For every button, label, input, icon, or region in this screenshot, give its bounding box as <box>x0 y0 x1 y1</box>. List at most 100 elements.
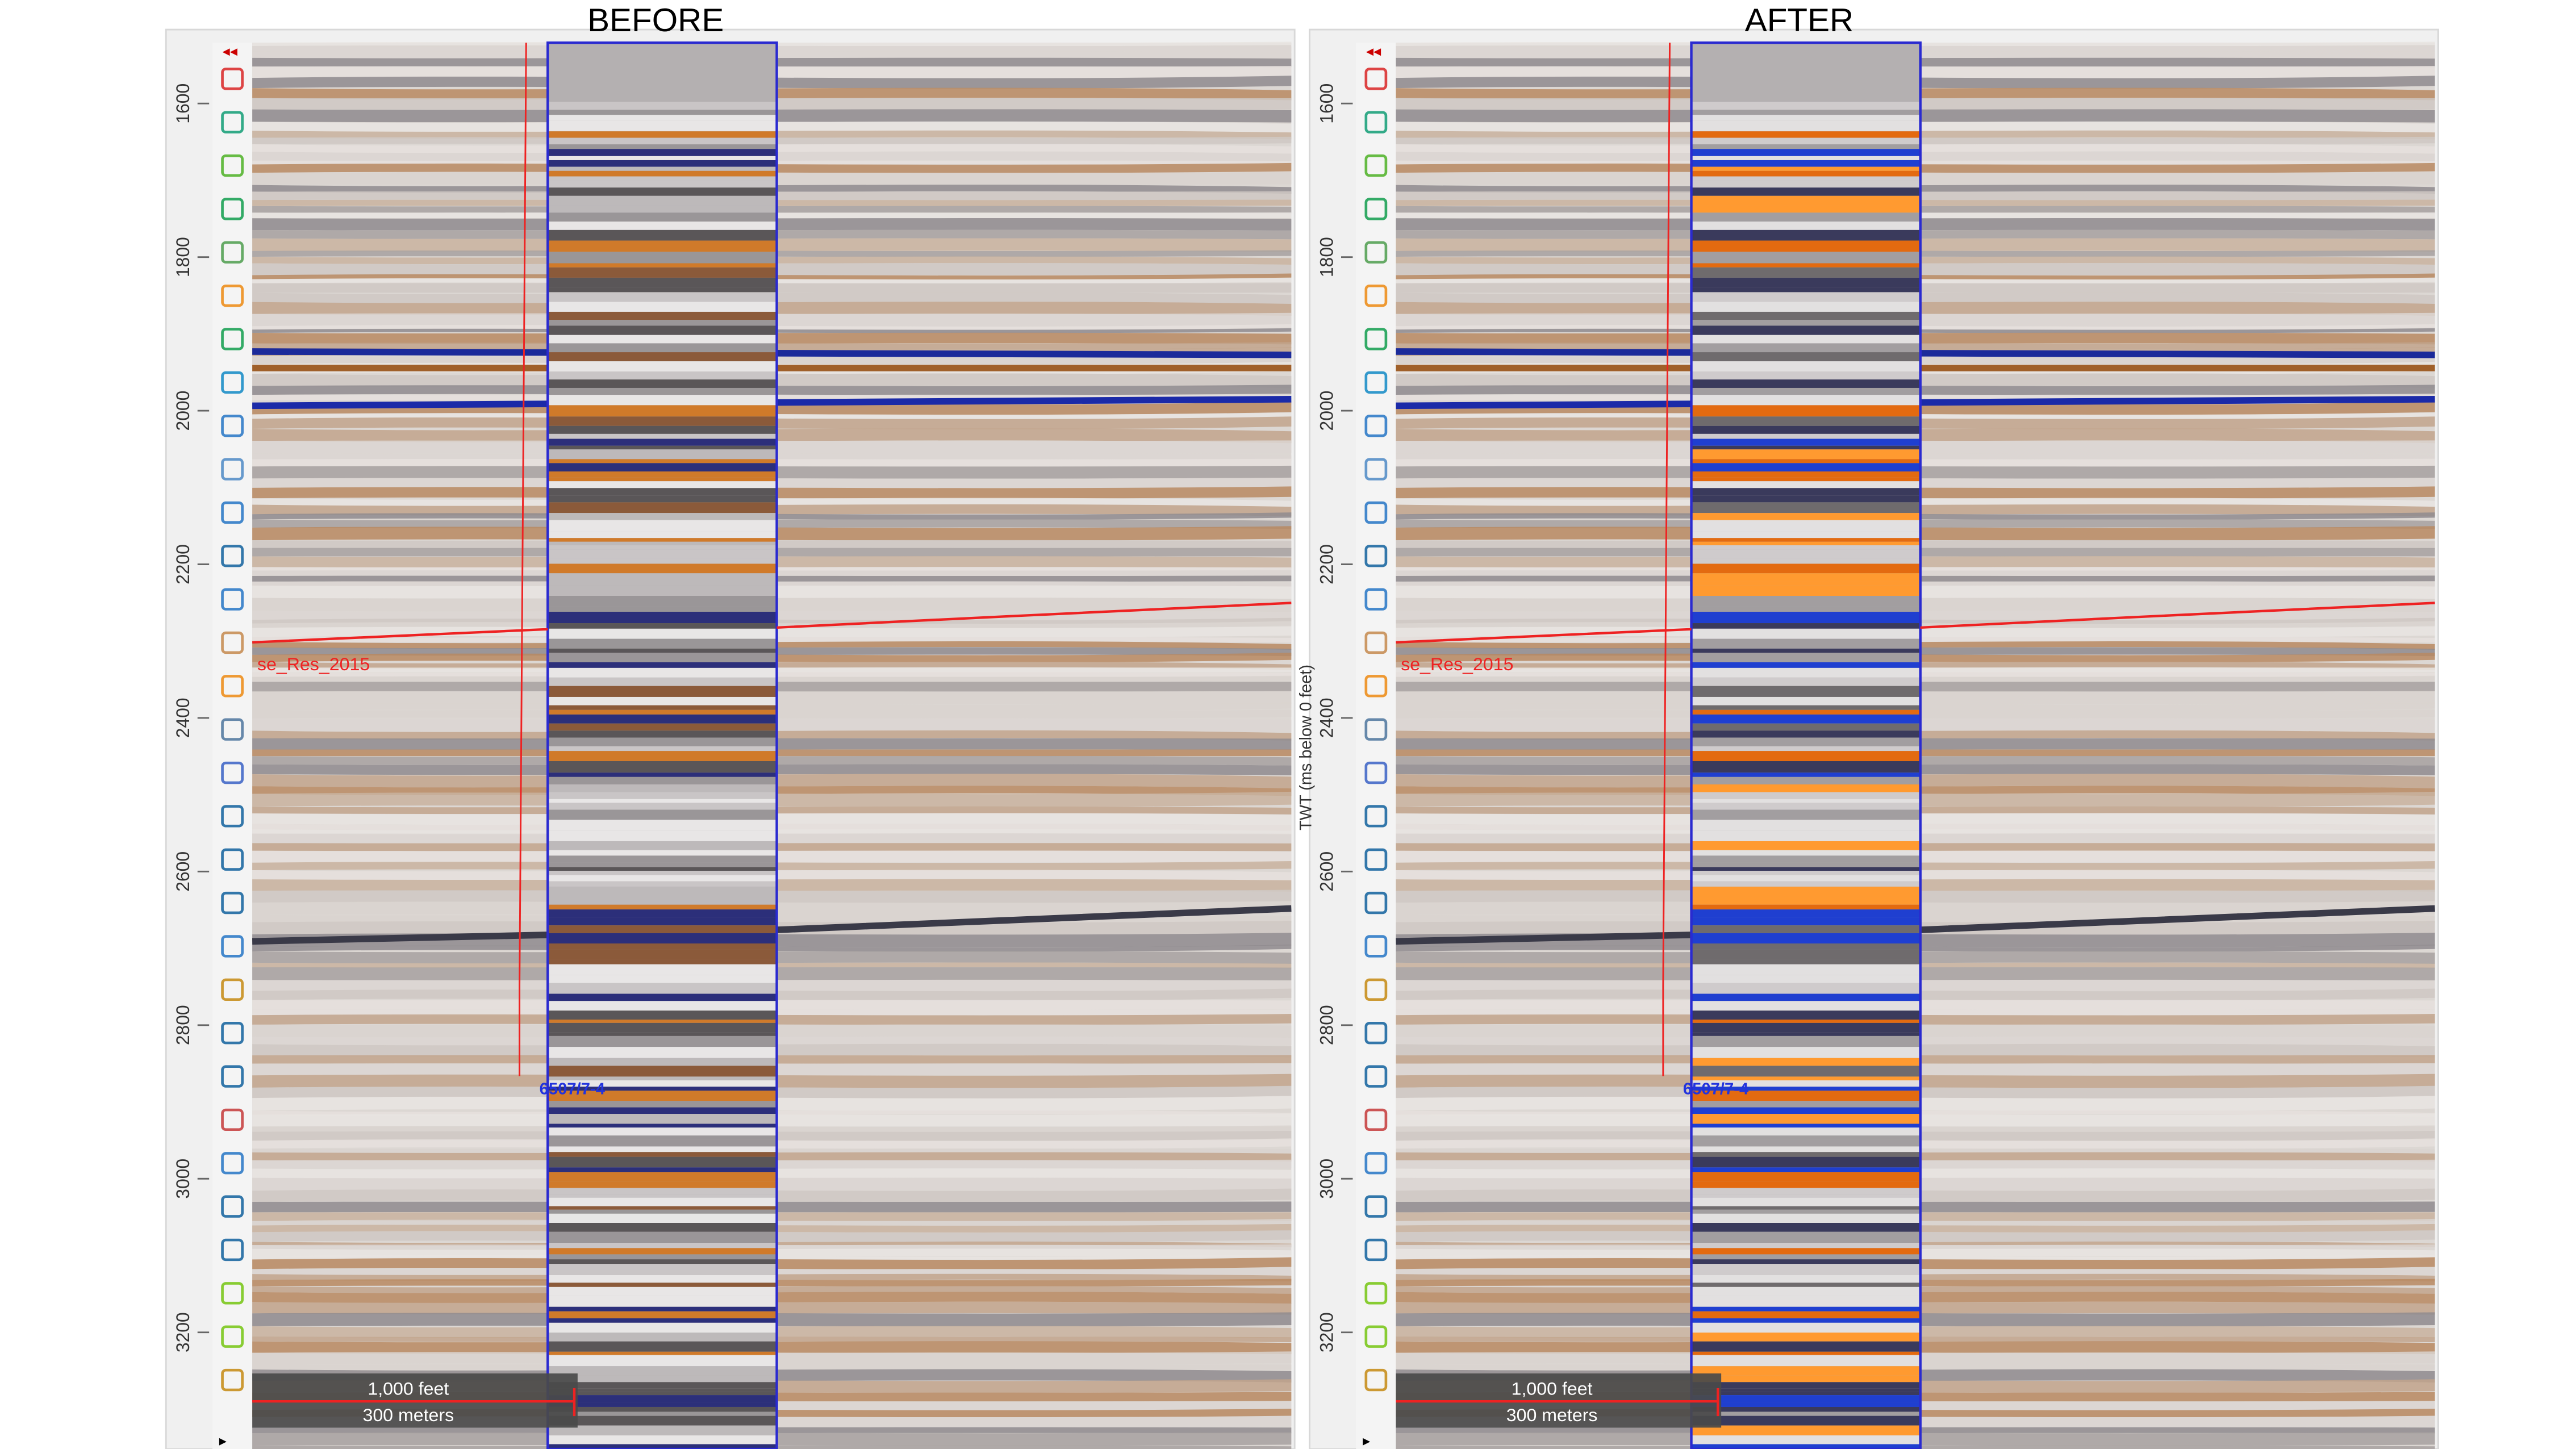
tool-icon <box>221 458 244 481</box>
log-stripe <box>1691 395 1920 406</box>
tool-icon <box>221 1108 244 1131</box>
log-stripe <box>1691 1322 1920 1333</box>
log-stripe <box>1691 809 1920 820</box>
log-stripe <box>548 212 777 222</box>
log-stripe <box>1691 459 1920 463</box>
log-stripe <box>548 596 777 607</box>
log-stripe <box>548 933 777 943</box>
log-stripe <box>548 1066 777 1077</box>
log-stripe <box>1691 1066 1920 1077</box>
log-stripe <box>548 335 777 344</box>
log-stripe <box>1691 1076 1920 1080</box>
log-stripe <box>548 471 777 478</box>
tool-icon <box>1364 501 1388 524</box>
horizon-line <box>252 602 1292 644</box>
log-stripe <box>548 343 777 353</box>
log-stripe <box>1691 545 1920 550</box>
log-stripe <box>548 830 777 841</box>
log-stripe <box>548 459 777 463</box>
log-stripe <box>548 949 777 959</box>
log-stripe <box>1691 287 1920 293</box>
log-stripe <box>1691 1259 1920 1264</box>
log-stripe <box>1691 445 1920 450</box>
log-stripe <box>1691 1156 1920 1168</box>
log-stripe <box>1691 1287 1920 1296</box>
tool-icon <box>221 978 244 1001</box>
tool-icon <box>1364 1022 1388 1045</box>
log-stripe <box>1691 1382 1920 1389</box>
log-stripe <box>1691 686 1920 697</box>
log-stripe <box>548 862 777 867</box>
log-stripe <box>548 909 777 917</box>
log-stripe <box>1691 477 1920 482</box>
log-stripe <box>548 137 777 145</box>
log-stripe <box>548 1188 777 1195</box>
well-label: 6507/7-4 <box>1683 1080 1748 1098</box>
tick-label: 2000 <box>1316 391 1337 431</box>
log-stripe <box>548 1287 777 1296</box>
log-stripe <box>1691 120 1920 132</box>
log-stripe <box>1691 110 1920 115</box>
log-stripe <box>1691 709 1920 715</box>
log-stripe <box>1691 1035 1920 1047</box>
log-stripe <box>1691 623 1920 629</box>
log-stripe <box>1691 115 1920 121</box>
log-stripe <box>1691 387 1920 395</box>
log-stripe <box>1691 1181 1920 1188</box>
log-stripe <box>1691 137 1920 145</box>
log-stripe <box>548 156 777 160</box>
well-path <box>1662 43 1671 1076</box>
tick-label: 2400 <box>1316 698 1337 738</box>
log-stripe <box>548 1242 777 1248</box>
tool-icon <box>221 328 244 350</box>
log-stripe <box>548 881 777 887</box>
log-stripe <box>1691 1206 1920 1210</box>
log-stripe <box>548 1124 777 1128</box>
log-stripe <box>1691 439 1920 446</box>
log-stripe <box>1691 538 1920 542</box>
log-stripe <box>1691 1172 1920 1181</box>
log-stripe <box>548 875 777 882</box>
scale-feet: 1,000 feet <box>368 1379 449 1399</box>
log-stripe <box>548 558 777 564</box>
log-stripe <box>1691 405 1920 417</box>
log-stripe <box>1691 502 1920 513</box>
log-stripe <box>1691 1197 1920 1206</box>
log-stripe <box>1691 1388 1920 1392</box>
log-stripe <box>548 439 777 446</box>
log-stripe <box>548 975 777 983</box>
log-stripe <box>1691 302 1920 312</box>
log-stripe <box>548 477 777 482</box>
log-stripe <box>1691 149 1920 156</box>
log-stripe <box>548 1415 777 1426</box>
log-stripe <box>548 1395 777 1402</box>
log-stripe <box>1691 714 1920 724</box>
log-stripe <box>1691 520 1920 532</box>
log-stripe <box>548 502 777 513</box>
log-stripe <box>1691 361 1920 372</box>
log-stripe <box>1691 449 1920 460</box>
log-stripe <box>548 784 777 792</box>
log-stripe <box>548 904 777 910</box>
log-stripe <box>1691 1188 1920 1195</box>
log-stripe <box>548 1101 777 1108</box>
tool-icon <box>1364 328 1388 350</box>
log-stripe <box>1691 983 1920 994</box>
log-stripe <box>548 1152 777 1157</box>
log-stripe <box>548 638 777 649</box>
log-stripe <box>548 1139 777 1147</box>
log-stripe <box>548 959 777 964</box>
log-stripe <box>548 149 777 156</box>
log-stripe <box>1691 1435 1920 1444</box>
log-stripe <box>548 205 777 213</box>
log-stripe <box>548 983 777 994</box>
log-stripe <box>548 677 777 686</box>
log-stripe <box>548 1197 777 1206</box>
log-stripe <box>548 563 777 574</box>
log-stripe <box>548 696 777 705</box>
log-stripe <box>1691 187 1920 196</box>
tool-icon <box>221 761 244 784</box>
log-stripe <box>1691 425 1920 434</box>
log-stripe <box>1691 596 1920 607</box>
tool-icon <box>221 284 244 307</box>
